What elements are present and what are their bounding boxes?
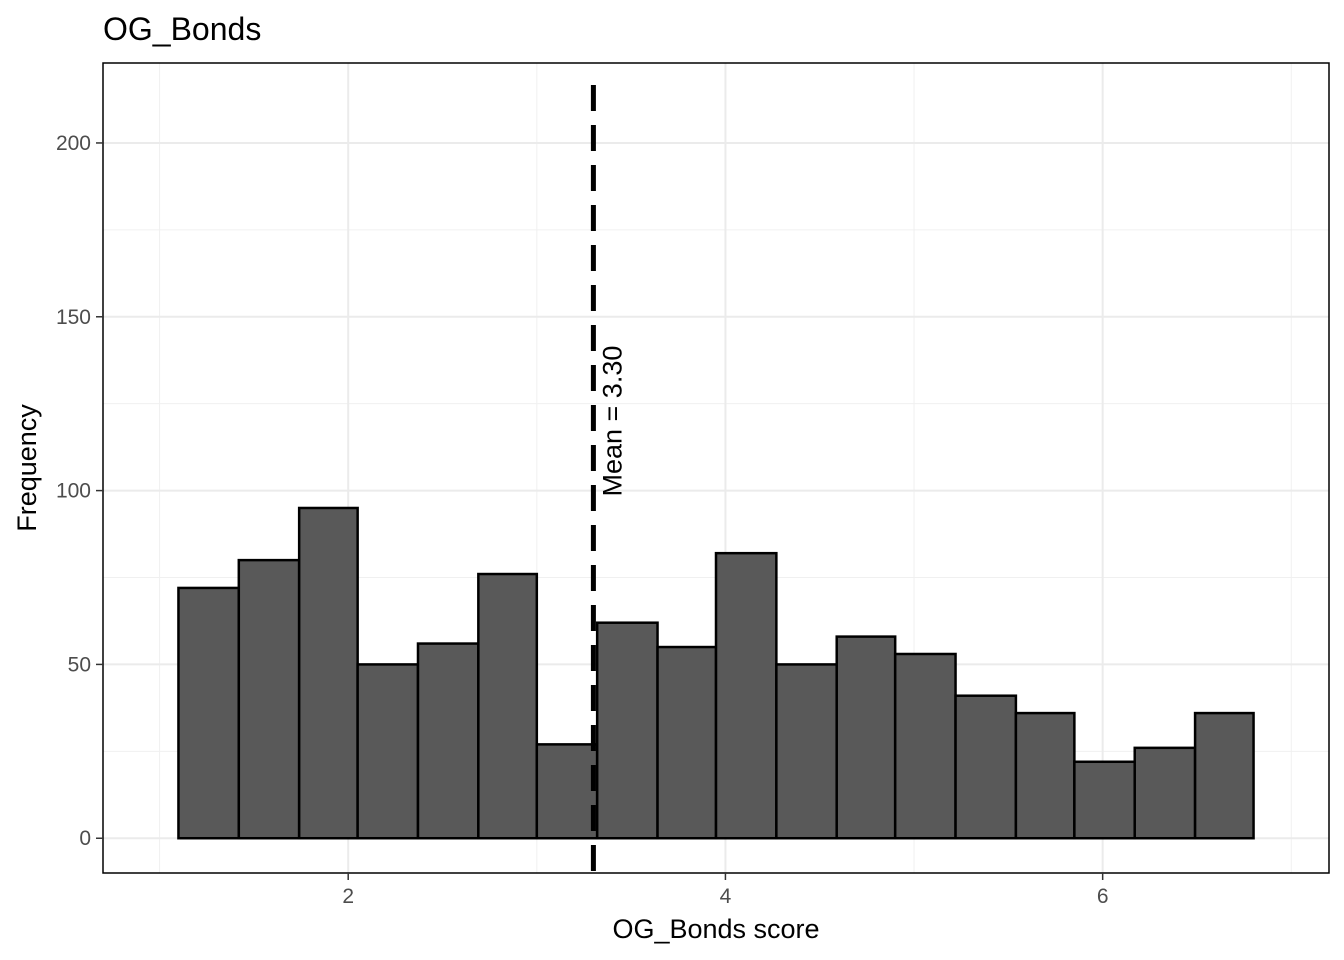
- x-axis-ticks: 2 4 6: [342, 873, 1109, 908]
- plot-panel-border: [102, 62, 1330, 874]
- histogram-bar: [835, 635, 897, 840]
- histogram-bar: [775, 663, 838, 840]
- histogram-bar: [954, 694, 1018, 840]
- histogram-bar: [1193, 711, 1255, 840]
- chart-title: OG_Bonds: [103, 11, 261, 47]
- histogram-bar: [416, 642, 480, 840]
- y-tick-label: 50: [68, 653, 91, 676]
- histogram-bars: [177, 506, 1255, 840]
- histogram-bar: [237, 558, 301, 840]
- histogram-bar: [893, 652, 957, 840]
- histogram-bar: [535, 743, 599, 840]
- y-tick-label: 100: [56, 480, 91, 503]
- y-tick-label: 150: [56, 306, 91, 329]
- x-tick-label: 6: [1097, 885, 1109, 908]
- histogram-bar: [297, 506, 359, 840]
- y-tick-label: 200: [56, 132, 91, 155]
- histogram-bar: [477, 572, 539, 840]
- x-tick-label: 4: [720, 885, 732, 908]
- histogram-bar: [714, 551, 778, 840]
- histogram-bar: [1133, 746, 1197, 840]
- histogram-bar: [595, 621, 659, 840]
- histogram-bar: [1014, 711, 1076, 840]
- mean-line-group: Mean = 3.30: [590, 85, 627, 873]
- x-tick-label: 2: [342, 885, 354, 908]
- histogram-bar: [656, 645, 718, 840]
- x-axis-title: OG_Bonds score: [612, 914, 819, 944]
- y-axis-title: Frequency: [12, 404, 42, 532]
- histogram-bar: [356, 663, 420, 840]
- histogram-bar: [1073, 760, 1136, 840]
- y-axis-ticks: 0 50 100 150 200: [56, 132, 103, 850]
- mean-label: Mean = 3.30: [597, 346, 627, 497]
- histogram-bar: [177, 586, 241, 840]
- y-tick-label: 0: [79, 827, 91, 850]
